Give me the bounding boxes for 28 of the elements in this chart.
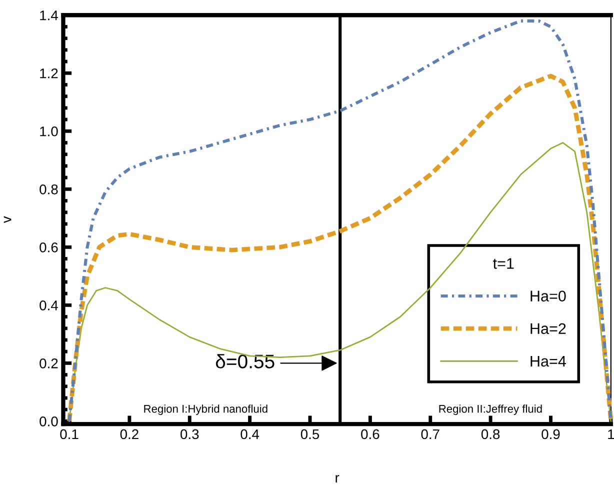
x-tick-label: 0.9 xyxy=(542,429,560,440)
y-tick-label: 0.0 xyxy=(40,416,58,426)
annotation: δ=0.55 xyxy=(216,354,274,368)
y-tick-label: 1.4 xyxy=(40,10,58,20)
x-tick-label: 0.3 xyxy=(180,429,199,440)
x-tick-label: 0.1 xyxy=(60,429,78,440)
y-tick-label: 0.6 xyxy=(40,242,58,252)
y-tick-label: 1.2 xyxy=(40,68,58,78)
x-tick-label: 0.7 xyxy=(421,429,440,440)
y-tick-label: 0.2 xyxy=(40,358,58,368)
legend-label: Ha=4 xyxy=(530,356,566,367)
x-tick-label: 0.6 xyxy=(361,429,380,440)
legend-title: t=1 xyxy=(493,258,514,269)
x-axis-title: r xyxy=(336,475,340,482)
x-tick-label: 0.4 xyxy=(240,429,260,440)
x-tick-label: 0.5 xyxy=(300,429,320,440)
line-series xyxy=(68,142,612,422)
y-tick-label: 0.8 xyxy=(40,184,58,194)
x-tick-label: 1 xyxy=(608,429,614,439)
y-tick-label: 1.0 xyxy=(40,126,58,136)
x-tick-label: 0.8 xyxy=(481,429,500,440)
y-axis-title: v xyxy=(4,216,12,224)
legend-label: Ha=2 xyxy=(530,323,566,334)
annotation: Region II:Jeffrey fluid xyxy=(439,404,542,415)
legend-label: Ha=0 xyxy=(530,290,566,302)
y-tick-label: 0.4 xyxy=(40,300,58,310)
x-tick-label: 0.2 xyxy=(120,429,138,440)
annotation: Region I:Hybrid nanofluid xyxy=(144,404,268,415)
